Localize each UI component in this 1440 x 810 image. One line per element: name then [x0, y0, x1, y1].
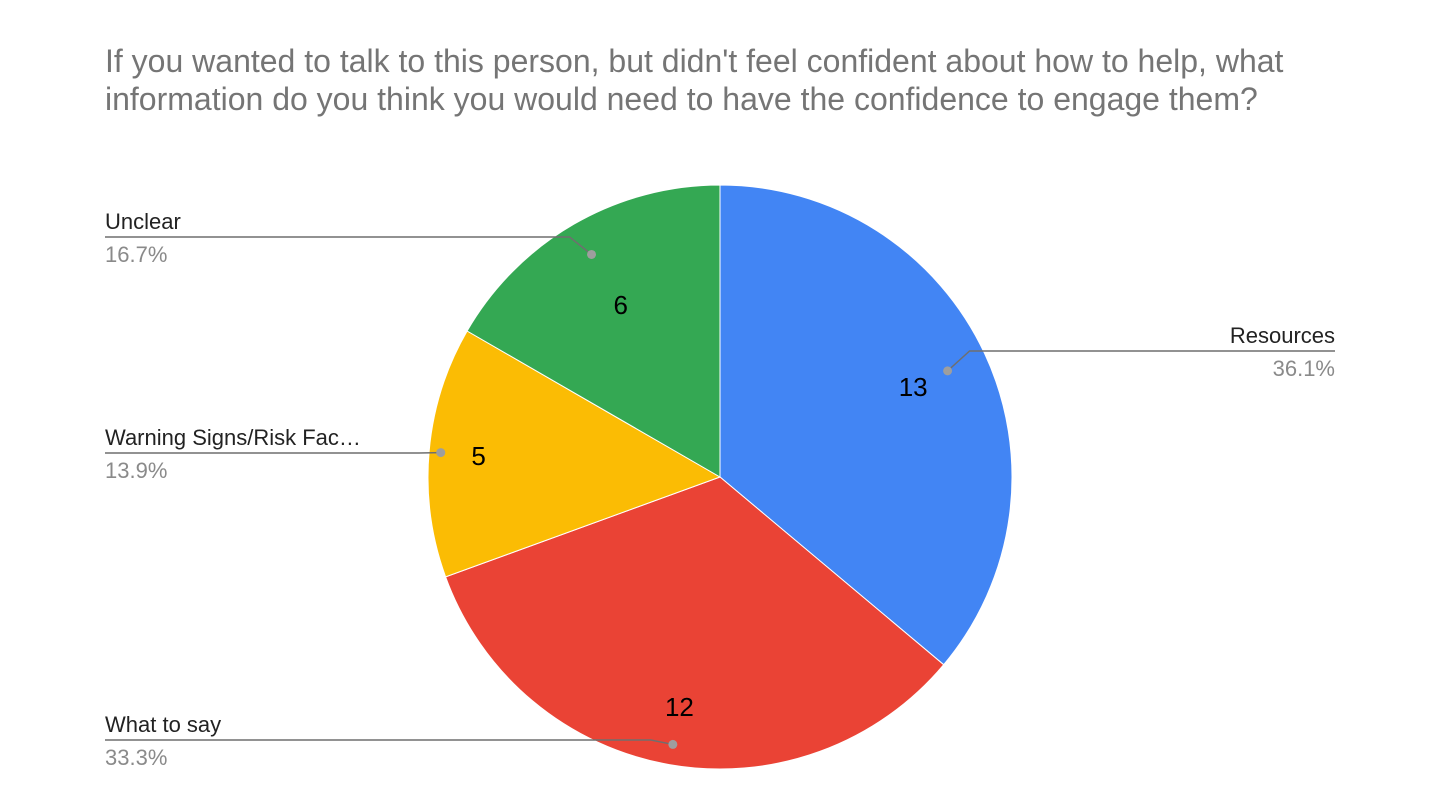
slice-category-unclear: Unclear — [105, 209, 181, 234]
slice-value-what-to-say: 12 — [665, 692, 694, 722]
leader-dot-what-to-say — [668, 739, 678, 749]
slice-category-resources: Resources — [1230, 323, 1335, 348]
pie-slice-resources — [719, 184, 1013, 666]
leader-dot-warning-signs-risk-fac — [436, 448, 446, 458]
slice-category-what-to-say: What to say — [105, 712, 221, 737]
chart-title: If you wanted to talk to this person, bu… — [105, 43, 1284, 117]
leader-line-unclear — [105, 236, 592, 256]
slice-percent-warning-signs-risk-fac: 13.9% — [105, 458, 167, 483]
pie-slices — [427, 184, 1013, 770]
leader-line-resources — [947, 350, 1335, 372]
slice-percent-resources: 36.1% — [1273, 356, 1335, 381]
pie-slice-unclear — [466, 184, 721, 478]
slice-percent-unclear: 16.7% — [105, 242, 167, 267]
slice-value-unclear: 6 — [613, 290, 627, 320]
pie-slice-warning-signs-risk-fac — [427, 330, 722, 578]
pie-slice-what-to-say — [444, 476, 945, 770]
slice-percent-what-to-say: 33.3% — [105, 745, 167, 770]
slice-category-warning-signs-risk-fac: Warning Signs/Risk Fac… — [105, 425, 361, 450]
slice-value-warning-signs-risk-fac: 5 — [471, 441, 485, 471]
leader-line-what-to-say — [105, 739, 673, 746]
leader-lines — [105, 236, 1335, 749]
slice-labels: 13 Resources 36.1% 12 What to say 33.3% 5 Warni… — [105, 209, 1335, 770]
slice-value-resources: 13 — [899, 372, 928, 402]
leader-dot-resources — [943, 366, 953, 376]
leader-dot-unclear — [587, 249, 597, 259]
